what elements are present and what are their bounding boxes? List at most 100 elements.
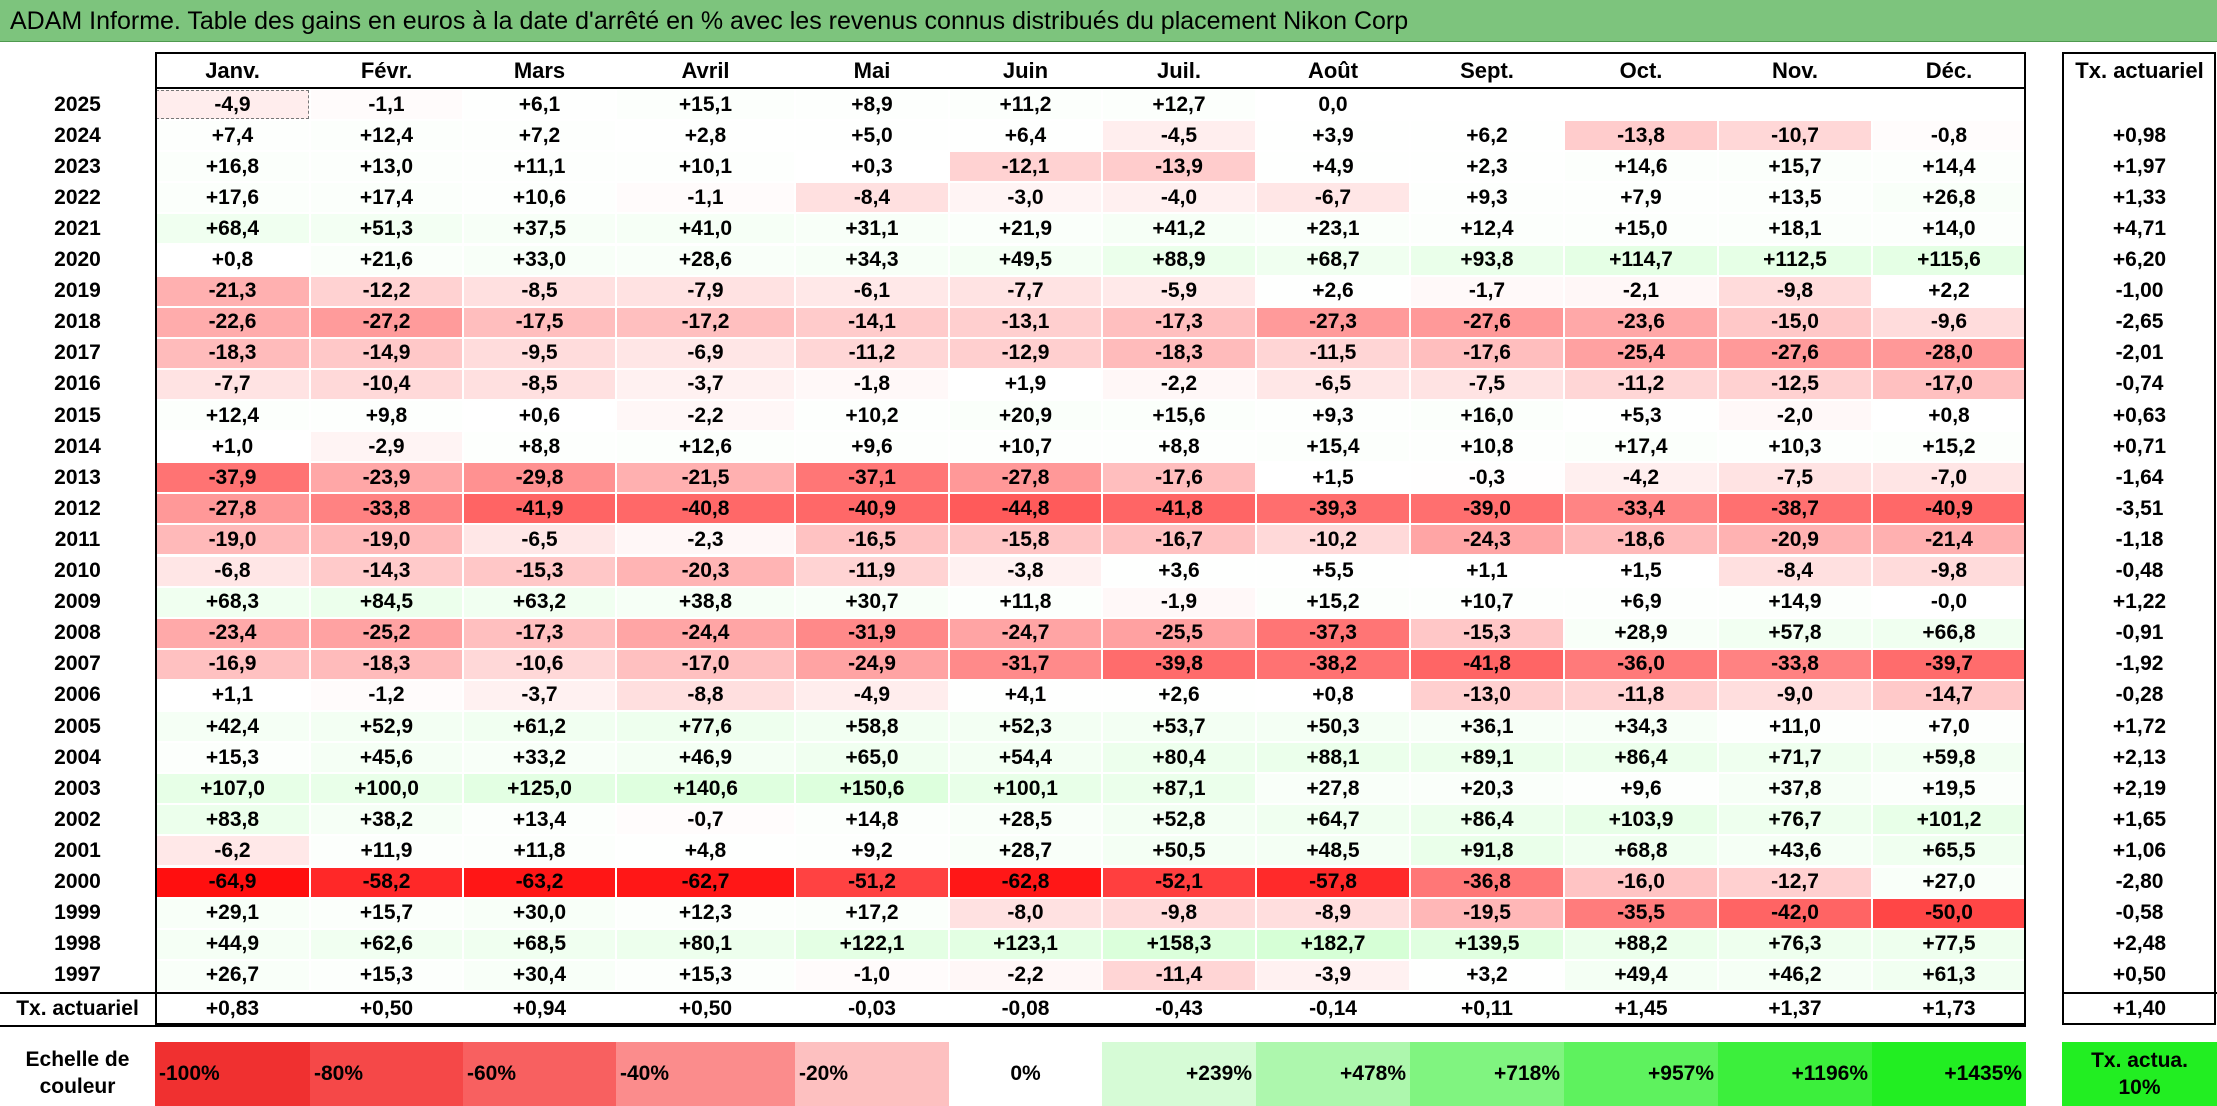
table-cell: +3,2 xyxy=(1411,960,1563,990)
table-cell: -0,3 xyxy=(1411,463,1563,493)
table-cell: +59,8 xyxy=(1873,743,2025,773)
table-cell: +1,9 xyxy=(950,369,1101,399)
table-cell: +62,6 xyxy=(311,929,462,959)
table-cell: +6,2 xyxy=(1411,121,1563,151)
table-cell: -5,9 xyxy=(1103,276,1255,306)
table-cell: +10,3 xyxy=(1719,432,1871,462)
table-cell: +46,2 xyxy=(1719,960,1871,990)
table-cell: -1,1 xyxy=(617,183,794,213)
footer-rate: +0,50 xyxy=(359,996,414,1020)
table-cell: -6,5 xyxy=(464,525,615,555)
table-cell: -21,3 xyxy=(156,276,309,306)
table-cell: -36,8 xyxy=(1411,867,1563,897)
table-cell: +2,2 xyxy=(1873,276,2025,306)
table-cell: -12,2 xyxy=(311,276,462,306)
table-cell: -62,8 xyxy=(950,867,1101,897)
year-label: 2009 xyxy=(54,590,101,614)
rate-value: +1,22 xyxy=(2112,590,2167,614)
table-cell: +14,9 xyxy=(1719,587,1871,617)
footer-rate: -0,43 xyxy=(1155,996,1203,1020)
color-scale-step: 0% xyxy=(949,1042,1102,1106)
table-cell: -63,2 xyxy=(464,867,615,897)
table-cell: +12,4 xyxy=(156,401,309,431)
table-cell: +2,3 xyxy=(1411,152,1563,182)
table-cell: +63,2 xyxy=(464,587,615,617)
table-cell: -7,7 xyxy=(950,276,1101,306)
month-header: Nov. xyxy=(1771,57,1819,83)
table-cell: +68,3 xyxy=(156,587,309,617)
table-cell: +13,0 xyxy=(311,152,462,182)
table-cell: +80,4 xyxy=(1103,743,1255,773)
color-scale-step: -100% xyxy=(155,1042,310,1106)
table-cell: -8,9 xyxy=(1257,898,1409,928)
table-cell: -7,9 xyxy=(617,276,794,306)
table-cell: -11,4 xyxy=(1103,960,1255,990)
table-cell: +11,2 xyxy=(950,90,1101,120)
year-label: 2023 xyxy=(54,154,101,178)
table-cell: -58,2 xyxy=(311,867,462,897)
table-cell: +37,8 xyxy=(1719,774,1871,804)
table-cell: +11,9 xyxy=(311,836,462,866)
table-cell: +89,1 xyxy=(1411,743,1563,773)
table-cell: -17,6 xyxy=(1411,338,1563,368)
table-cell: +13,4 xyxy=(464,805,615,835)
table-cell: -27,6 xyxy=(1411,307,1563,337)
table-cell: +15,3 xyxy=(617,960,794,990)
table-cell: -2,9 xyxy=(311,432,462,462)
table-cell: -41,8 xyxy=(1411,649,1563,679)
table-cell: +61,3 xyxy=(1873,960,2025,990)
year-label: 2010 xyxy=(54,559,101,583)
color-scale-step: -60% xyxy=(463,1042,616,1106)
table-cell: +93,8 xyxy=(1411,245,1563,275)
table-cell: -39,0 xyxy=(1411,494,1563,524)
table-cell: -4,5 xyxy=(1103,121,1255,151)
color-scale-step: -20% xyxy=(795,1042,949,1106)
month-header: Oct. xyxy=(1619,57,1663,83)
table-cell: +86,4 xyxy=(1411,805,1563,835)
table-cell: -6,9 xyxy=(617,338,794,368)
table-cell: +0,8 xyxy=(1873,401,2025,431)
table-cell: -1,2 xyxy=(311,680,462,710)
table-cell: +44,9 xyxy=(156,929,309,959)
table-cell: +7,4 xyxy=(156,121,309,151)
color-scale-step: +1435% xyxy=(1872,1042,2026,1106)
color-scale-step: +718% xyxy=(1410,1042,1564,1106)
table-cell: +58,8 xyxy=(796,712,948,742)
table-cell: -3,7 xyxy=(464,680,615,710)
table-cell: +14,8 xyxy=(796,805,948,835)
table-cell: -25,5 xyxy=(1103,618,1255,648)
table-cell: -17,0 xyxy=(617,649,794,679)
table-cell: +4,9 xyxy=(1257,152,1409,182)
year-label: 2018 xyxy=(54,310,101,334)
table-cell: +26,7 xyxy=(156,960,309,990)
year-label: 2022 xyxy=(54,185,101,209)
rate-value: -0,91 xyxy=(2115,621,2164,645)
table-cell: -14,1 xyxy=(796,307,948,337)
table-cell: -8,5 xyxy=(464,369,615,399)
table-cell: -8,0 xyxy=(950,898,1101,928)
year-label: 2013 xyxy=(54,465,101,489)
rate-value: +1,97 xyxy=(2112,154,2167,178)
table-cell: +101,2 xyxy=(1873,805,2025,835)
year-label: 2016 xyxy=(54,372,101,396)
table-cell: +15,6 xyxy=(1103,401,1255,431)
table-cell: +150,6 xyxy=(796,774,948,804)
table-cell: +87,1 xyxy=(1103,774,1255,804)
table-cell: -29,8 xyxy=(464,463,615,493)
table-cell: -0,7 xyxy=(617,805,794,835)
table-cell: -33,4 xyxy=(1565,494,1717,524)
table-cell: -6,2 xyxy=(156,836,309,866)
table-cell: -7,0 xyxy=(1873,463,2025,493)
table-cell: +86,4 xyxy=(1565,743,1717,773)
table-cell: -20,9 xyxy=(1719,525,1871,555)
rate-value: -1,92 xyxy=(2115,652,2164,676)
year-label: 2021 xyxy=(54,216,101,240)
table-cell: +15,4 xyxy=(1257,432,1409,462)
table-cell: -14,7 xyxy=(1873,680,2025,710)
table-cell: +14,6 xyxy=(1565,152,1717,182)
table-cell: -17,0 xyxy=(1873,369,2025,399)
table-cell: +37,5 xyxy=(464,214,615,244)
table-cell: -50,0 xyxy=(1873,898,2025,928)
table-cell: -21,4 xyxy=(1873,525,2025,555)
table-cell: 0,0 xyxy=(1257,90,1409,120)
